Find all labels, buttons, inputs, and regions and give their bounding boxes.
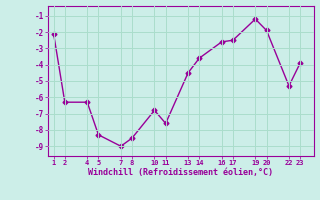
X-axis label: Windchill (Refroidissement éolien,°C): Windchill (Refroidissement éolien,°C) (88, 168, 273, 177)
